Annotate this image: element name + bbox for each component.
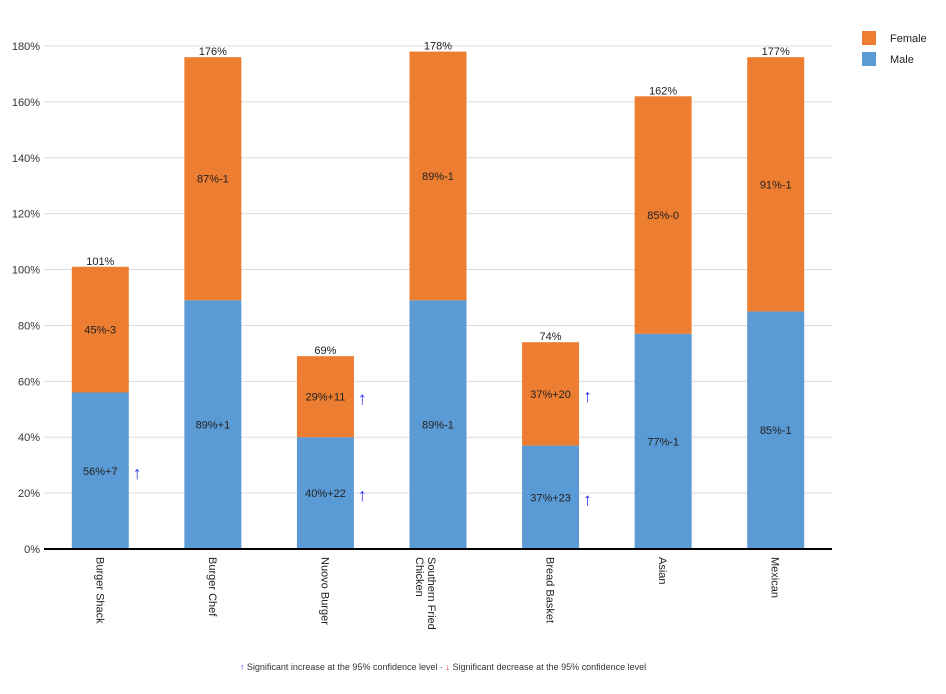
total-label: 176%: [199, 46, 227, 58]
up-arrow-icon: ↑: [358, 485, 367, 505]
bar-male: [71, 392, 129, 549]
data-label: 89%-1: [422, 171, 454, 183]
data-label: 85%-0: [647, 210, 679, 222]
bar-female: [522, 342, 580, 446]
bar-female: [71, 266, 129, 393]
data-label: 85%-1: [760, 425, 792, 437]
bar-female: [184, 57, 242, 301]
total-label: 101%: [86, 256, 114, 268]
up-arrow-icon: ↑: [583, 489, 592, 509]
total-label: 69%: [314, 345, 336, 357]
separator: ·: [437, 662, 446, 672]
up-arrow-icon: ↑: [239, 662, 245, 672]
data-label: 87%-1: [197, 174, 229, 186]
x-tick-label: Mexican: [769, 557, 781, 598]
y-tick-label: 120%: [12, 209, 40, 221]
data-label: 89%-1: [422, 420, 454, 432]
bar-male: [522, 445, 580, 549]
bar-male: [634, 333, 692, 549]
total-label: 177%: [762, 46, 790, 58]
legend-swatch-male: [862, 52, 876, 66]
y-tick-label: 100%: [12, 265, 40, 277]
total-label: 74%: [540, 331, 562, 343]
up-arrow-icon: ↑: [358, 389, 367, 409]
x-tick-label: Southern FriedChicken: [413, 557, 437, 630]
data-label: 77%-1: [647, 436, 679, 448]
data-label: 56%+7: [83, 466, 118, 478]
footnote: ↑ Significant increase at the 95% confid…: [0, 662, 886, 672]
x-tick-label: Burger Chef: [206, 557, 218, 617]
x-tick-label: Bread Basket: [544, 557, 556, 623]
y-tick-label: 160%: [12, 97, 40, 109]
y-tick-label: 0%: [24, 544, 40, 556]
legend-label-female: Female: [890, 33, 927, 45]
down-arrow-icon: ↓: [445, 662, 451, 672]
y-tick-label: 140%: [12, 153, 40, 165]
up-arrow-icon: ↑: [583, 386, 592, 406]
data-label: 40%+22: [305, 488, 346, 500]
total-label: 178%: [424, 41, 452, 53]
total-label: 162%: [649, 85, 677, 97]
bar-male: [184, 300, 242, 549]
y-tick-label: 40%: [18, 432, 40, 444]
x-tick-label: Burger Shack: [93, 557, 105, 624]
bar-female: [634, 96, 692, 334]
bar-female: [747, 57, 805, 312]
bar-male: [296, 437, 354, 549]
bar-female: [296, 356, 354, 438]
data-label: 91%-1: [760, 179, 792, 191]
y-tick-label: 180%: [12, 41, 40, 53]
data-label: 29%+11: [305, 392, 345, 404]
y-tick-label: 20%: [18, 488, 40, 500]
data-label: 45%-3: [84, 325, 116, 337]
legend-label-male: Male: [890, 54, 914, 66]
bar-male: [747, 311, 805, 549]
data-label: 37%+23: [530, 492, 571, 504]
increase-note: Significant increase at the 95% confiden…: [246, 662, 438, 672]
y-tick-label: 60%: [18, 376, 40, 388]
data-label: 37%+20: [530, 389, 571, 401]
up-arrow-icon: ↑: [133, 463, 142, 483]
x-tick-label: Asian: [656, 557, 668, 585]
bar-male: [409, 300, 467, 549]
x-tick-label: Nuovo Burger: [318, 557, 330, 625]
legend-swatch-female: [862, 31, 876, 45]
bar-female: [409, 51, 467, 301]
data-label: 89%+1: [196, 420, 231, 432]
y-tick-label: 80%: [18, 320, 40, 332]
decrease-note: Significant decrease at the 95% confiden…: [452, 662, 647, 672]
